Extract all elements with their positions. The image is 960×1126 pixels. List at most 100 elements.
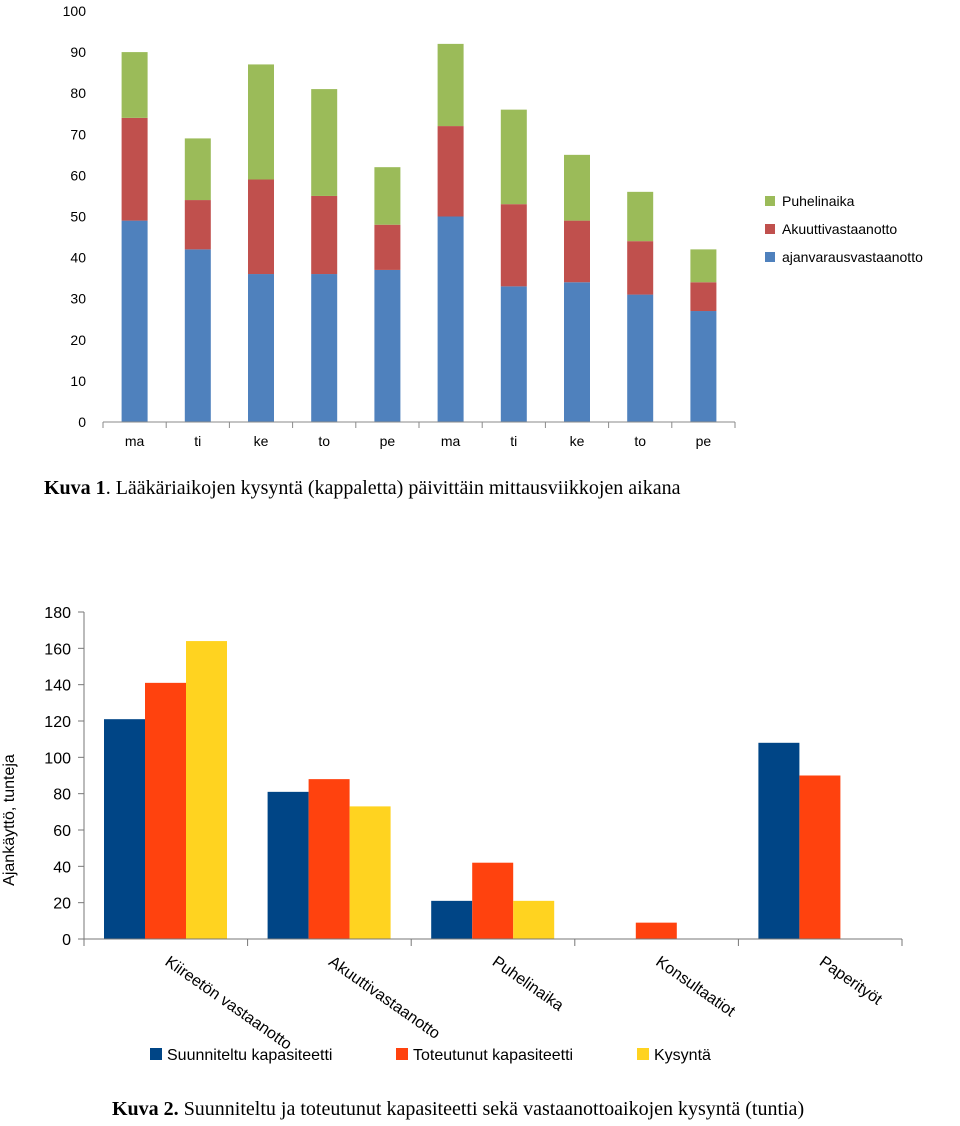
chart-1-daily-demand: 0 10 20 30 40 50 60 70 80 90 100 ma ti ke to pe ma ti ke to… [63, 3, 923, 449]
y-tick-label-2: 20 [70, 332, 86, 348]
x-tick-label-6: ti [510, 433, 517, 449]
figure-2-caption: Kuva 2. Suunniteltu ja toteutunut kapasi… [112, 1098, 804, 1121]
y-tick-label-4: 40 [70, 250, 86, 266]
y-tick-label-1: 10 [70, 373, 86, 389]
bar-planned-1 [267, 791, 309, 939]
bar-akuuttivastaanotto-2 [248, 179, 274, 275]
bar-realized-1 [308, 779, 350, 939]
y-tick-label-5: 50 [70, 209, 86, 225]
bar-planned-0 [104, 719, 145, 939]
figure-1-caption: Kuva 1. Lääkäriaikojen kysyntä (kappalet… [44, 477, 681, 500]
x-tick-label-9: pe [696, 433, 712, 449]
bar-demand-1 [349, 806, 391, 939]
x-tick-label-0: Kiireetön vastaanotto [162, 953, 295, 1053]
bar-akuuttivastaanotto-1 [184, 200, 211, 250]
bar-akuuttivastaanotto-9 [690, 282, 717, 312]
y-tick-label-4: 80 [53, 787, 71, 804]
bar-akuuttivastaanotto-0 [121, 117, 148, 221]
bar-ajanvarausvastaanotto-8 [627, 294, 654, 422]
bar-ajanvarausvastaanotto-6 [500, 286, 527, 422]
x-tick-label-4: Paperityöt [816, 953, 885, 1009]
bar-realized-2 [472, 862, 514, 939]
bar-ajanvarausvastaanotto-2 [248, 274, 274, 422]
bar-akuuttivastaanotto-7 [564, 220, 590, 283]
y-axis-title: Ajankäyttö, tunteja [1, 754, 18, 886]
legend-label-0: Suunniteltu kapasiteetti [167, 1047, 332, 1064]
bar-puhelinaika-5 [437, 43, 464, 127]
legend-swatch-0 [150, 1048, 162, 1060]
legend-swatch-1 [396, 1048, 408, 1060]
figure-1-label: Kuva 1 [44, 477, 106, 499]
bar-ajanvarausvastaanotto-1 [184, 249, 211, 422]
legend-label-1: Akuuttivastaanotto [782, 221, 897, 237]
x-tick-label-3: Konsultaatiot [653, 953, 739, 1020]
figure-2-caption-text: Suunniteltu ja toteutunut kapasiteetti s… [178, 1098, 805, 1120]
y-tick-label-6: 60 [70, 167, 86, 183]
legend-label-2: ajanvarausvastaanotto [782, 249, 923, 265]
bar-puhelinaika-0 [121, 52, 148, 118]
bar-akuuttivastaanotto-3 [311, 195, 338, 275]
figure-1-caption-text: . Lääkäriaikojen kysyntä (kappaletta) pä… [105, 477, 681, 499]
figure-2-label: Kuva 2. [112, 1098, 179, 1120]
bar-puhelinaika-7 [564, 154, 590, 221]
y-tick-label-5: 100 [44, 750, 71, 767]
y-tick-label-7: 70 [70, 126, 86, 142]
y-tick-label-6: 120 [44, 714, 71, 731]
bar-akuuttivastaanotto-6 [500, 204, 527, 287]
y-tick-label-9: 180 [44, 605, 71, 622]
x-tick-label-1: ti [194, 433, 201, 449]
bar-akuuttivastaanotto-8 [627, 241, 654, 295]
x-tick-label-7: ke [570, 433, 585, 449]
bar-puhelinaika-4 [374, 167, 401, 225]
legend-swatch-2 [637, 1048, 649, 1060]
bar-demand-0 [186, 641, 227, 939]
bar-puhelinaika-6 [500, 109, 527, 205]
bar-puhelinaika-3 [311, 89, 338, 196]
legend-swatch-2 [765, 252, 775, 262]
y-tick-label-0: 0 [78, 414, 86, 430]
bar-planned-4 [758, 742, 800, 939]
x-tick-label-8: to [634, 433, 646, 449]
y-tick-label-9: 90 [70, 44, 86, 60]
bar-ajanvarausvastaanotto-4 [374, 269, 401, 422]
bar-puhelinaika-1 [184, 138, 211, 201]
y-tick-label-1: 20 [53, 896, 71, 913]
bar-ajanvarausvastaanotto-9 [690, 311, 717, 422]
y-tick-label-8: 80 [70, 85, 86, 101]
bar-ajanvarausvastaanotto-0 [121, 220, 148, 422]
legend-label-1: Toteutunut kapasiteetti [413, 1047, 573, 1064]
y-tick-label-3: 30 [70, 291, 86, 307]
y-tick-label-7: 140 [44, 678, 71, 695]
y-tick-label-2: 40 [53, 859, 71, 876]
chart-2-capacity: 0 20 40 60 80 100 120 140 160 180 Ajankäyttö, tunt… [1, 605, 903, 1064]
bar-planned-2 [431, 900, 473, 939]
bar-realized-4 [799, 775, 841, 939]
legend-swatch-0 [765, 196, 775, 206]
bar-akuuttivastaanotto-4 [374, 224, 401, 270]
bar-realized-0 [145, 682, 186, 939]
bar-ajanvarausvastaanotto-7 [564, 282, 590, 422]
bar-realized-3 [635, 922, 677, 939]
x-tick-label-1: Akuuttivastaanotto [325, 953, 443, 1042]
legend-swatch-1 [765, 224, 775, 234]
legend-label-2: Kysyntä [654, 1047, 711, 1064]
bar-puhelinaika-9 [690, 249, 717, 283]
x-tick-label-2: ke [254, 433, 269, 449]
bar-ajanvarausvastaanotto-5 [437, 216, 464, 422]
y-tick-label-10: 100 [63, 3, 87, 19]
x-tick-label-5: ma [441, 433, 461, 449]
bar-demand-2 [513, 900, 555, 939]
bar-puhelinaika-8 [627, 191, 654, 242]
x-tick-label-4: pe [380, 433, 396, 449]
legend-label-0: Puhelinaika [782, 193, 855, 209]
y-tick-label-0: 0 [62, 932, 71, 949]
bar-puhelinaika-2 [248, 64, 274, 180]
y-tick-label-8: 160 [44, 641, 71, 658]
y-tick-label-3: 60 [53, 823, 71, 840]
bar-akuuttivastaanotto-5 [437, 126, 464, 217]
x-tick-label-2: Puhelinaika [489, 953, 567, 1014]
bar-ajanvarausvastaanotto-3 [311, 274, 338, 422]
x-tick-label-0: ma [125, 433, 145, 449]
x-tick-label-3: to [318, 433, 330, 449]
